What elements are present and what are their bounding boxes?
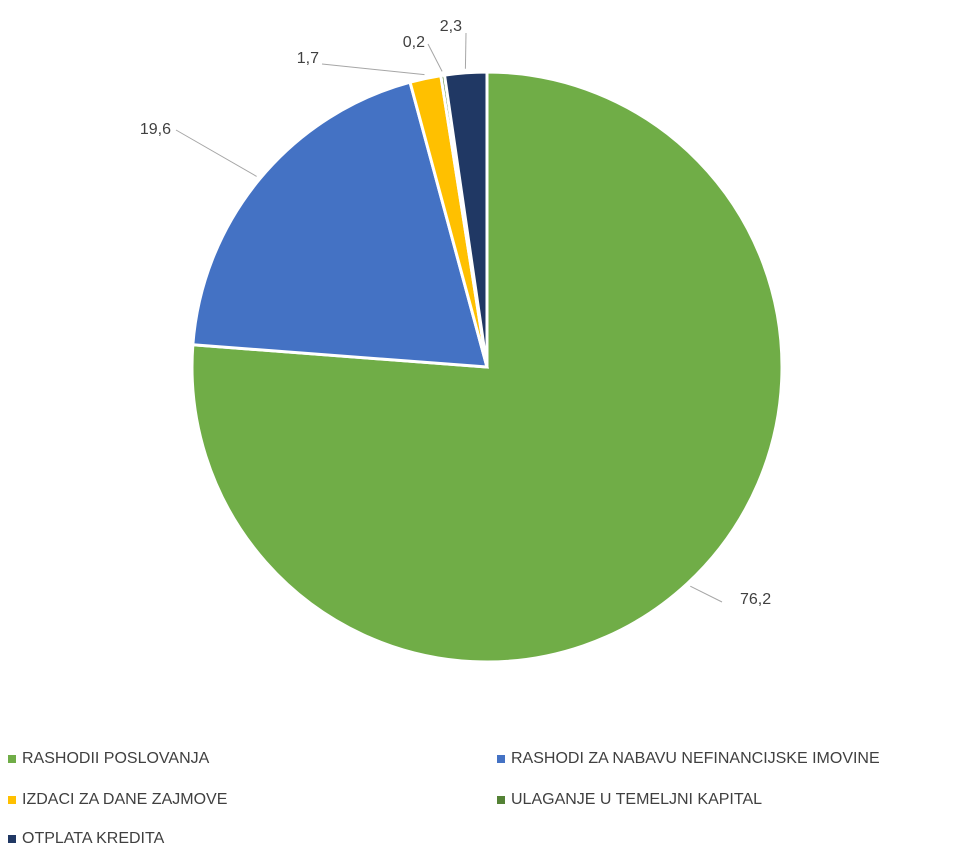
legend-label: IZDACI ZA DANE ZAJMOVE [22,791,228,808]
legend-label: RASHODI ZA NABAVU NEFINANCIJSKE IMOVINE [511,750,880,767]
leader-line-1 [690,585,723,603]
leader-line-2 [175,129,257,177]
legend-label: OTPLATA KREDITA [22,830,165,847]
data-label-3: 1,7 [297,50,319,67]
legend-swatch [497,755,505,763]
legend-item-izdaci-za-dane-zajmove: IZDACI ZA DANE ZAJMOVE [8,791,227,809]
legend-swatch [8,755,16,763]
data-label-4: 0,2 [403,34,425,51]
data-label-5: 2,3 [440,18,462,35]
legend-swatch [8,835,16,843]
legend-item-ulaganje-u-temeljni-kapital: ULAGANJE U TEMELJNI KAPITAL [497,791,762,809]
legend-swatch [497,796,505,804]
leader-line-4 [427,43,443,72]
legend-label: ULAGANJE U TEMELJNI KAPITAL [511,791,763,808]
legend-label: RASHODII POSLOVANJA [22,750,210,767]
pie-slice-5 [442,70,489,368]
legend-item-otplata-kredita: OTPLATA KREDITA [8,830,164,848]
legend-swatch [8,796,16,804]
legend-item-rashodi-za-nabavu: RASHODI ZA NABAVU NEFINANCIJSKE IMOVINE [497,750,880,768]
data-label-1: 76,2 [740,591,771,608]
data-label-2: 19,6 [140,121,171,138]
legend-item-rashodii-poslovanja: RASHODII POSLOVANJA [8,750,209,768]
leader-line-3 [321,63,425,76]
pie-slice-2 [191,80,490,369]
leader-line-5 [464,32,467,69]
pie-chart: 76,2 19,6 1,7 0,2 2,3 [140,18,784,664]
